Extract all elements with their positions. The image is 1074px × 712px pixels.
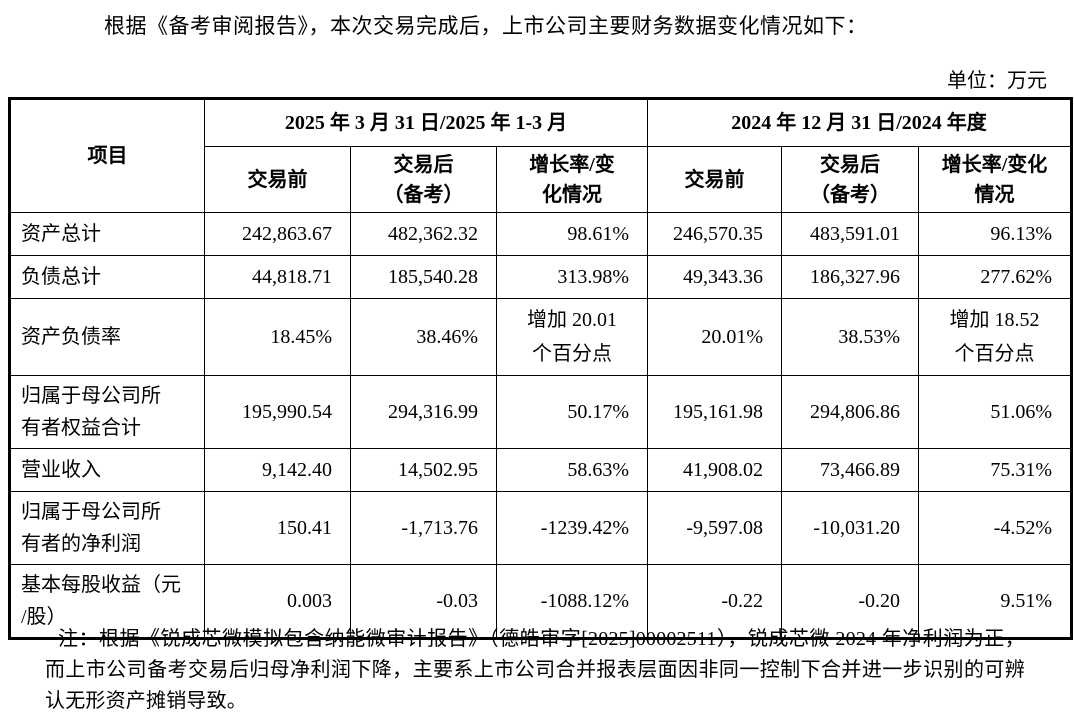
- cell-value: 50.17%: [495, 375, 649, 449]
- cell-value: 41,908.02: [647, 448, 783, 492]
- intro-text: 根据《备考审阅报告》，本次交易完成后，上市公司主要财务数据变化情况如下：: [104, 14, 868, 38]
- unit-label: 单位：万元: [947, 70, 1047, 92]
- row-label: 归属于母公司所 有者权益合计: [9, 375, 205, 449]
- group-header-2024: 2024 年 12 月 31 日/2024 年度: [647, 98, 1073, 147]
- cell-value: 185,540.28: [350, 255, 497, 299]
- column-header-pre-2025: 交易前: [204, 146, 351, 213]
- cell-value: 294,806.86: [781, 375, 920, 449]
- column-header-growth-2025: 增长率/变 化情况: [495, 146, 649, 213]
- cell-value: -10,031.20: [781, 491, 920, 565]
- row-label: 基本每股收益（元 /股）: [9, 564, 205, 639]
- table-row-total-liabilities: 负债总计 44,818.71 185,540.28 313.98% 49,343…: [9, 255, 1073, 299]
- cell-value: 14,502.95: [350, 448, 497, 492]
- row-label: 资产总计: [9, 212, 205, 256]
- cell-value: 246,570.35: [647, 212, 783, 256]
- cell-value: 483,591.01: [781, 212, 920, 256]
- row-label: 资产负债率: [9, 298, 205, 376]
- table-row-total-assets: 资产总计 242,863.67 482,362.32 98.61% 246,57…: [9, 212, 1073, 256]
- cell-value: 增加 20.01 个百分点: [495, 298, 649, 376]
- cell-value: 195,161.98: [647, 375, 783, 449]
- table-row-basic-eps: 基本每股收益（元 /股） 0.003 -0.03 -1088.12% -0.22…: [9, 564, 1073, 639]
- column-header-pre-2024: 交易前: [647, 146, 783, 213]
- cell-value: 75.31%: [918, 448, 1073, 492]
- group-header-2025: 2025 年 3 月 31 日/2025 年 1-3 月: [203, 98, 649, 147]
- cell-value: -4.52%: [918, 491, 1073, 565]
- table-row-revenue: 营业收入 9,142.40 14,502.95 58.63% 41,908.02…: [9, 448, 1073, 492]
- table-row-parent-equity: 归属于母公司所 有者权益合计 195,990.54 294,316.99 50.…: [9, 375, 1073, 449]
- cell-value: 96.13%: [918, 212, 1073, 256]
- row-label: 负债总计: [9, 255, 205, 299]
- cell-value: 51.06%: [918, 375, 1073, 449]
- cell-value: -0.20: [781, 564, 920, 639]
- table-row-debt-ratio: 资产负债率 18.45% 38.46% 增加 20.01 个百分点 20.01%…: [9, 298, 1073, 376]
- cell-value: 294,316.99: [350, 375, 497, 449]
- cell-value: 313.98%: [495, 255, 649, 299]
- table-sub-header-row: 交易前 交易后 （备考） 增长率/变 化情况 交易前 交易后 （备考） 增长率/…: [10, 146, 1073, 213]
- cell-value: 9,142.40: [204, 448, 351, 492]
- cell-value: -0.03: [350, 564, 497, 639]
- cell-value: 增加 18.52 个百分点: [918, 298, 1073, 376]
- column-header-post-2025: 交易后 （备考）: [350, 146, 497, 213]
- cell-value: 20.01%: [647, 298, 783, 376]
- cell-value: 9.51%: [918, 564, 1073, 639]
- cell-value: 150.41: [204, 491, 351, 565]
- cell-value: -0.22: [647, 564, 783, 639]
- footnote-text: 注：根据《锐成芯微模拟包含纳能微审计报告》（德皓审字[2025]00002511…: [45, 628, 1025, 712]
- row-label: 营业收入: [9, 448, 205, 492]
- cell-value: 98.61%: [495, 212, 649, 256]
- table-row-parent-net-profit: 归属于母公司所 有者的净利润 150.41 -1,713.76 -1239.42…: [9, 491, 1073, 565]
- cell-value: -9,597.08: [647, 491, 783, 565]
- cell-value: 277.62%: [918, 255, 1073, 299]
- row-label: 归属于母公司所 有者的净利润: [9, 491, 205, 565]
- cell-value: 18.45%: [204, 298, 351, 376]
- cell-value: -1088.12%: [495, 564, 649, 639]
- cell-value: 44,818.71: [204, 255, 351, 299]
- cell-value: 49,343.36: [647, 255, 783, 299]
- cell-value: -1239.42%: [495, 491, 649, 565]
- cell-value: 0.003: [204, 564, 351, 639]
- column-header-item: 项目: [9, 98, 205, 213]
- table-group-header-row: 项目 2025 年 3 月 31 日/2025 年 1-3 月 2024 年 1…: [9, 98, 1073, 213]
- cell-value: 482,362.32: [350, 212, 497, 256]
- cell-value: 38.53%: [781, 298, 920, 376]
- column-header-post-2024: 交易后 （备考）: [781, 146, 920, 213]
- cell-value: 186,327.96: [781, 255, 920, 299]
- cell-value: 195,990.54: [204, 375, 351, 449]
- cell-value: 73,466.89: [781, 448, 920, 492]
- financial-data-table: 项目 2025 年 3 月 31 日/2025 年 1-3 月 2024 年 1…: [8, 97, 1074, 640]
- cell-value: 38.46%: [350, 298, 497, 376]
- column-header-growth-2024: 增长率/变化 情况: [918, 146, 1073, 213]
- cell-value: -1,713.76: [350, 491, 497, 565]
- cell-value: 58.63%: [495, 448, 649, 492]
- cell-value: 242,863.67: [204, 212, 351, 256]
